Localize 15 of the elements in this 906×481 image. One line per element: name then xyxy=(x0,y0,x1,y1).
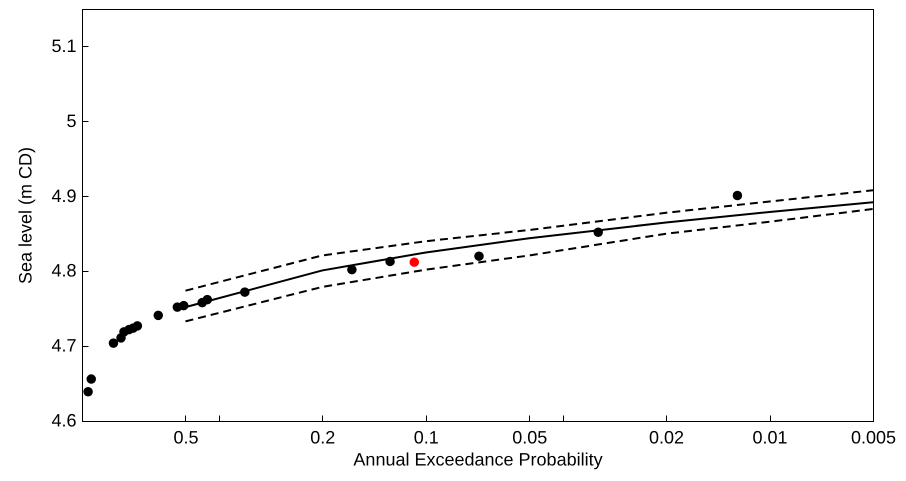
x-axis-title: Annual Exceedance Probability xyxy=(353,450,603,470)
y-tick-label: 5 xyxy=(66,110,76,131)
y-tick-label: 4.6 xyxy=(51,410,76,430)
x-tick-label: 0.1 xyxy=(414,428,439,448)
x-tick-label: 0.2 xyxy=(310,428,336,448)
y-axis-title: Sea level (m CD) xyxy=(15,146,36,284)
y-tick-label: 4.9 xyxy=(51,186,76,206)
x-tick-label: 0.005 xyxy=(850,428,896,448)
y-tick-label: 4.8 xyxy=(51,260,76,281)
x-tick-label: 0.01 xyxy=(752,428,788,448)
x-tick-label: 0.02 xyxy=(649,428,684,448)
x-tick-label: 0.05 xyxy=(512,428,548,448)
x-tick-label: 0.5 xyxy=(173,428,198,448)
y-tick-label: 5.1 xyxy=(51,36,76,56)
y-tick-label: 4.7 xyxy=(51,336,76,356)
